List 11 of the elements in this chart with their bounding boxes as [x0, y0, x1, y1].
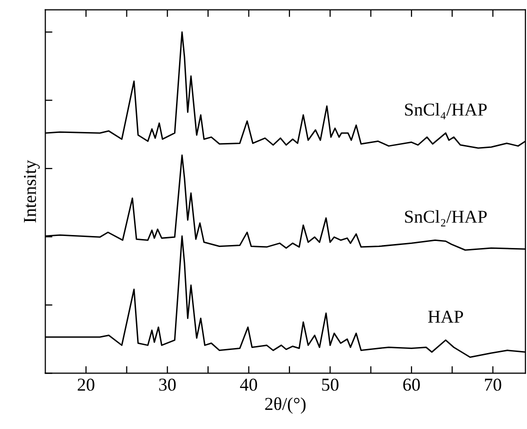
series-label: SnCl₂/HAP — [405, 210, 487, 226]
x-axis-title: 2θ/(°) — [265, 397, 306, 414]
x-tick-label: 40 — [240, 378, 258, 391]
x-tick-label: 50 — [322, 378, 338, 391]
series-label: SnCl₄/HAP — [405, 103, 487, 120]
x-tick-label: 60 — [403, 378, 420, 391]
series-label: HAP — [428, 310, 464, 323]
x-tick-label: 30 — [159, 378, 176, 391]
y-axis-title: Intensity — [24, 160, 40, 222]
x-tick-label: 70 — [485, 378, 502, 391]
x-tick-label: 20 — [78, 378, 94, 391]
